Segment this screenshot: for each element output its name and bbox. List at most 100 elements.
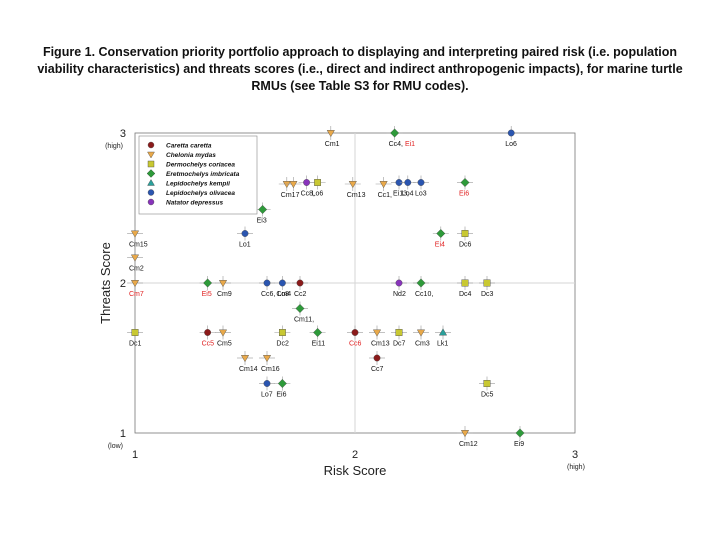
data-point <box>314 179 321 186</box>
point-label: Ei9 <box>514 441 524 448</box>
data-point <box>278 279 286 287</box>
legend-marker <box>147 160 155 168</box>
point-label: Cc7 <box>371 366 384 373</box>
point-label: Cc4, Ei1 <box>389 141 416 148</box>
point-label: Cm5 <box>217 341 232 348</box>
x-tick-label: 3 <box>572 449 578 461</box>
x-axis-title: Risk Score <box>324 463 387 478</box>
data-point <box>483 380 491 387</box>
data-point <box>390 128 400 138</box>
legend-label: Dermochelys coriacea <box>166 162 235 169</box>
data-point <box>515 428 525 438</box>
data-point <box>395 329 403 336</box>
data-point <box>258 205 268 214</box>
point-label: Lo3 <box>415 191 427 198</box>
point-label: Dc1 <box>129 341 142 348</box>
legend-label: Lepidochelys olivacea <box>166 190 235 197</box>
point-label: Lo4 <box>402 191 414 198</box>
point-label: Dc2 <box>276 341 289 348</box>
figure-caption: Figure 1. Conservation priority portfoli… <box>37 45 683 93</box>
data-point <box>218 329 228 337</box>
data-point <box>460 430 470 438</box>
data-point <box>204 329 212 336</box>
data-point <box>348 181 357 189</box>
data-point <box>263 279 271 287</box>
data-point <box>395 279 403 287</box>
legend-label: Eretmochelys imbricata <box>166 171 240 178</box>
point-label: Lk1 <box>437 341 448 348</box>
point-label: Ei3 <box>257 218 267 225</box>
data-point <box>241 230 249 237</box>
legend-marker <box>147 179 155 186</box>
data-point <box>130 254 140 262</box>
legend-label: Lepidochelys kempii <box>166 181 230 188</box>
point-label: Cm12 <box>459 441 478 448</box>
y-tick-label: 1 <box>120 428 126 440</box>
data-point <box>461 230 469 237</box>
point-label: Nd2 <box>393 291 406 298</box>
data-point <box>373 354 381 362</box>
data-point <box>326 130 335 138</box>
legend-label: Chelonia mydas <box>166 152 216 159</box>
point-label: Ei6 <box>276 392 286 399</box>
data-point <box>507 129 515 137</box>
data-point <box>277 379 287 388</box>
point-label: Cm14 <box>239 366 258 373</box>
point-label: Dc5 <box>481 392 494 399</box>
legend-box <box>138 135 258 215</box>
point-label: Cc2 <box>294 291 307 298</box>
point-label: Dc3 <box>481 291 494 298</box>
data-point <box>351 329 359 336</box>
legend-marker <box>147 141 155 149</box>
data-point <box>460 178 470 187</box>
y-tick-sublabel: (low) <box>108 443 123 450</box>
data-point <box>240 355 250 363</box>
point-label: Cm1 <box>325 141 340 148</box>
legend-marker <box>146 169 156 178</box>
point-label: Cm7 <box>129 291 144 298</box>
data-point <box>131 329 139 336</box>
legend-label: Natator depressus <box>166 200 223 207</box>
legend-label: Caretta caretta <box>166 143 212 150</box>
y-tick-sublabel: (high) <box>105 143 123 150</box>
point-label: Ei6 <box>459 191 469 198</box>
data-point <box>404 179 412 186</box>
point-label: Dc4 <box>459 291 472 298</box>
data-point <box>218 280 228 288</box>
point-label: Cm4 <box>276 291 291 298</box>
point-label: Cm15 <box>129 242 148 249</box>
point-label: Cm9 <box>217 291 232 298</box>
data-point <box>438 328 448 336</box>
point-label: Ei11 <box>312 341 326 348</box>
point-label: Dc7 <box>393 341 406 348</box>
data-point <box>262 355 272 363</box>
point-label: Cc6 <box>349 341 362 348</box>
data-point <box>313 328 323 337</box>
data-point <box>303 179 310 186</box>
y-tick-label: 3 <box>120 128 126 140</box>
data-point <box>436 229 446 238</box>
point-label: Cm3 <box>415 341 430 348</box>
legend-marker <box>147 151 155 159</box>
data-point <box>461 279 469 287</box>
x-tick-sublabel: (high) <box>567 464 585 471</box>
point-label: Lo6 <box>505 141 517 148</box>
point-label: Dc6 <box>459 242 472 249</box>
data-point <box>289 181 298 189</box>
data-point <box>203 278 213 288</box>
point-label: Cm16 <box>261 366 280 373</box>
y-tick-label: 2 <box>120 278 126 290</box>
data-point <box>295 304 305 313</box>
data-point <box>282 181 291 189</box>
data-point <box>263 380 271 387</box>
y-axis-title: Threats Score <box>98 242 113 324</box>
data-point <box>279 329 286 336</box>
point-label: Lo1 <box>239 242 251 249</box>
point-label: Cc1, <box>378 192 392 199</box>
point-label: Cc10, <box>415 291 433 298</box>
point-label: Cc6, Lo8 <box>261 291 289 298</box>
legend-marker <box>147 198 155 206</box>
point-label: Ei5 <box>202 291 212 298</box>
point-label: Cm2 <box>129 266 144 273</box>
